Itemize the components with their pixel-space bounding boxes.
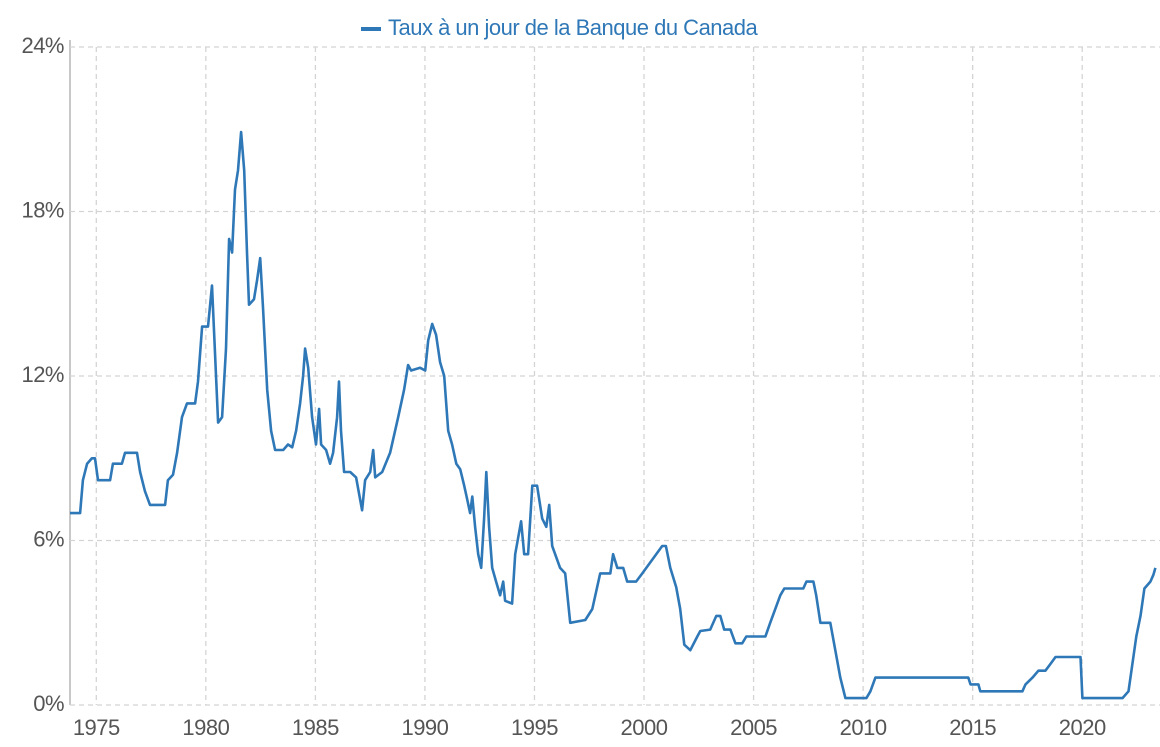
x-tick-label: 2000	[621, 715, 668, 740]
x-tick-label: 2020	[1059, 715, 1106, 740]
x-tick-label: 1985	[292, 715, 339, 740]
legend-label: Taux à un jour de la Banque du Canada	[388, 15, 759, 40]
y-tick-label: 6%	[33, 526, 64, 551]
y-tick-label: 12%	[21, 362, 64, 387]
x-tick-label: 2005	[730, 715, 777, 740]
x-tick-label: 1990	[401, 715, 448, 740]
y-tick-label: 24%	[21, 33, 64, 58]
x-tick-label: 1975	[73, 715, 120, 740]
x-tick-label: 2010	[840, 715, 887, 740]
y-tick-label: 0%	[33, 691, 64, 716]
x-tick-label: 1995	[511, 715, 558, 740]
x-tick-label: 2015	[949, 715, 996, 740]
series-line	[70, 130, 1157, 700]
x-tick-label: 1980	[182, 715, 229, 740]
y-tick-label: 18%	[21, 197, 64, 222]
